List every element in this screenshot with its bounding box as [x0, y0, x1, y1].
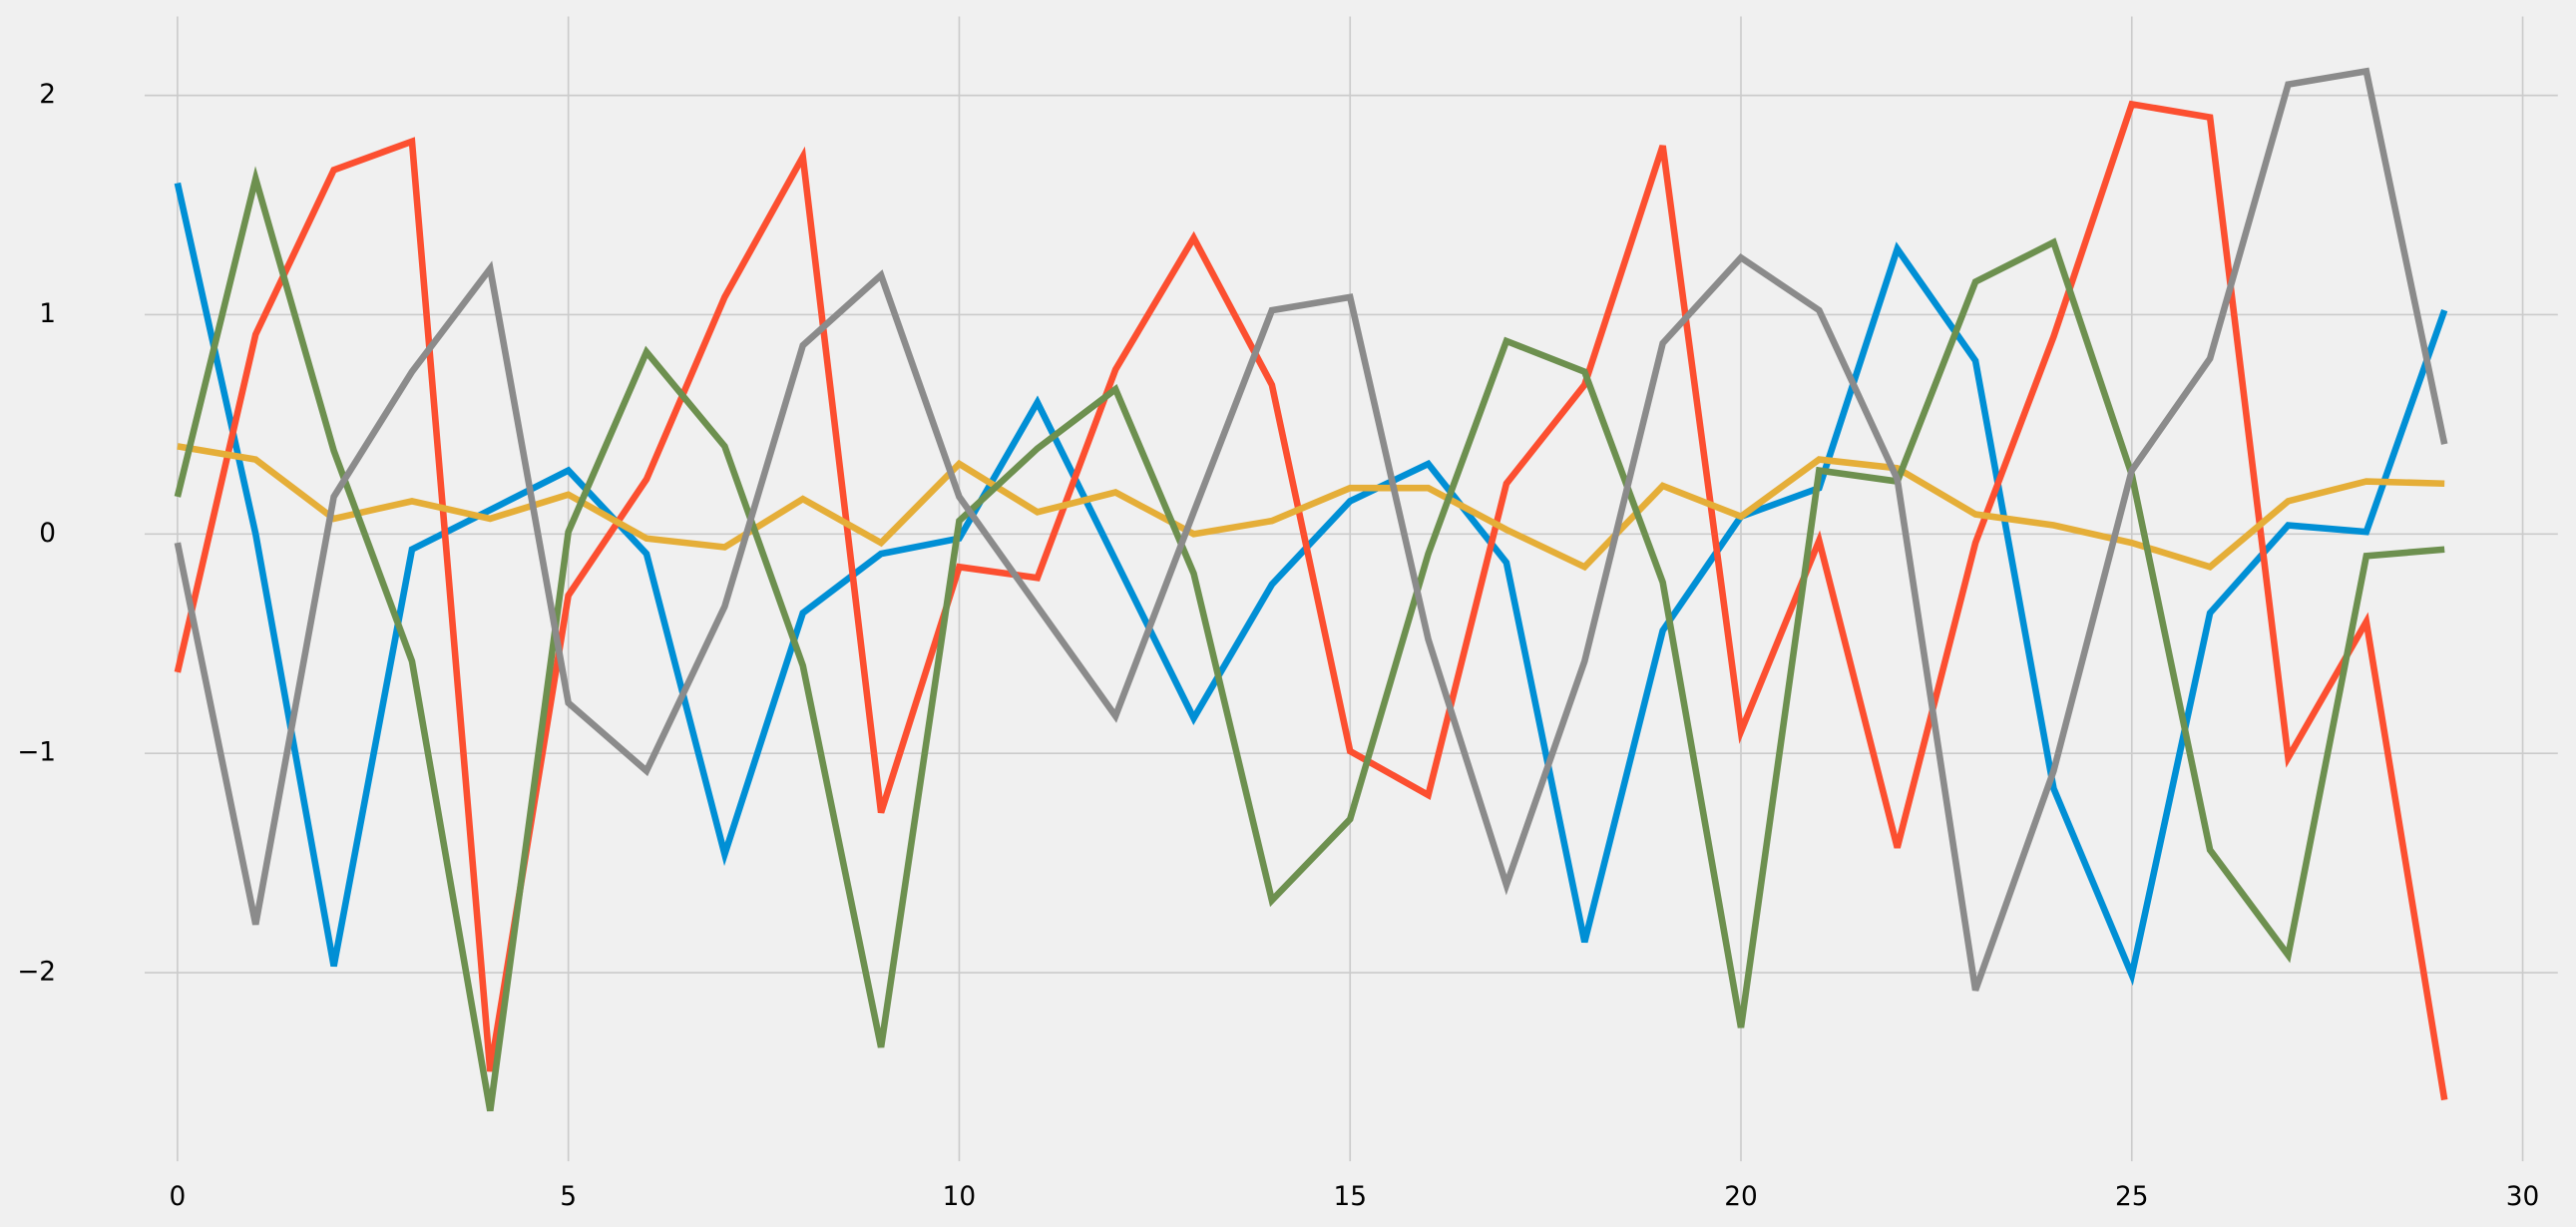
x-tick-label: 20 — [1724, 1182, 1758, 1212]
y-tick-label: −2 — [17, 958, 56, 988]
x-tick-label: 0 — [170, 1182, 187, 1212]
y-tick-label: −1 — [17, 738, 56, 768]
series-line — [174, 100, 2448, 1101]
series-line — [177, 443, 2445, 572]
series-line — [174, 182, 2448, 987]
x-tick-label: 25 — [2115, 1182, 2149, 1212]
y-tick-label: 2 — [39, 80, 56, 110]
x-tick-label: 10 — [943, 1182, 977, 1212]
y-tick-label: 1 — [39, 299, 56, 329]
series-line — [174, 67, 2448, 992]
x-tick-label: 5 — [560, 1182, 577, 1212]
y-tick-label: 0 — [39, 519, 56, 549]
x-tick-label: 30 — [2506, 1182, 2540, 1212]
x-tick-label: 15 — [1333, 1182, 1367, 1212]
